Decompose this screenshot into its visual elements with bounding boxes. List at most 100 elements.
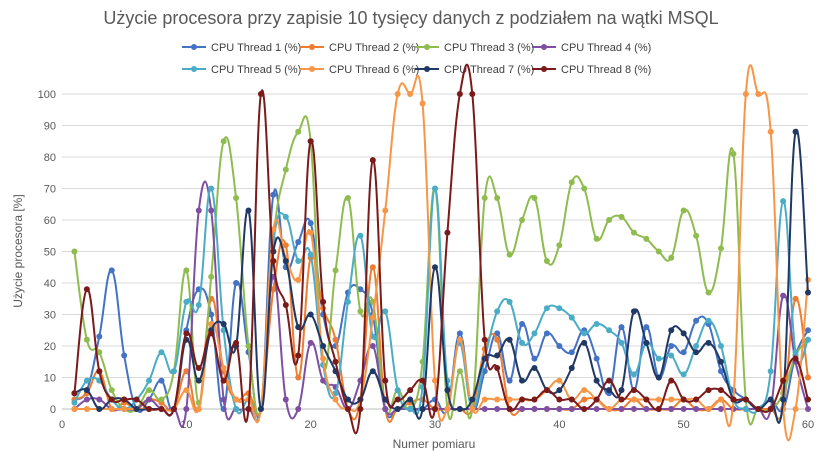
- data-point: [96, 349, 103, 356]
- data-point: [146, 406, 153, 412]
- data-point: [543, 387, 550, 394]
- data-point: [208, 185, 215, 192]
- data-point: [332, 267, 339, 274]
- data-point: [456, 330, 463, 337]
- data-point: [382, 207, 389, 214]
- data-point: [730, 396, 737, 403]
- data-point: [543, 406, 550, 412]
- series-8: [71, 63, 811, 435]
- data-point: [593, 406, 600, 412]
- data-point: [320, 343, 327, 349]
- data-point: [96, 368, 103, 375]
- data-point: [693, 343, 700, 349]
- data-point: [519, 339, 526, 346]
- data-point: [307, 251, 314, 258]
- data-point: [581, 339, 588, 346]
- data-point: [556, 406, 563, 412]
- data-point: [307, 339, 314, 346]
- legend-label: CPU Thread 8 (%): [561, 64, 651, 76]
- data-point: [183, 330, 190, 337]
- y-axis-title: Użycie procesora [%]: [11, 194, 25, 307]
- data-point: [208, 330, 215, 337]
- legend-swatch-marker: [541, 44, 547, 50]
- data-point: [146, 387, 153, 394]
- data-point: [295, 276, 302, 283]
- data-point: [506, 406, 513, 412]
- data-point: [108, 406, 115, 412]
- data-point: [618, 406, 625, 412]
- data-point: [693, 349, 700, 356]
- data-point: [432, 185, 438, 192]
- data-point: [531, 365, 538, 372]
- data-point: [630, 229, 637, 236]
- data-point: [705, 339, 712, 346]
- data-point: [133, 406, 140, 412]
- data-point: [805, 374, 811, 381]
- data-point: [717, 245, 724, 252]
- data-point: [680, 371, 687, 378]
- data-point: [519, 406, 526, 412]
- data-point: [369, 314, 376, 321]
- data-point: [195, 207, 202, 214]
- data-point: [581, 406, 588, 412]
- data-point: [543, 330, 550, 337]
- x-axis-title: Numer pomiaru: [393, 437, 476, 451]
- data-point: [344, 298, 351, 305]
- data-point: [581, 185, 588, 192]
- data-point: [543, 305, 550, 312]
- data-point: [494, 194, 501, 201]
- data-point: [519, 217, 526, 223]
- data-point: [556, 387, 563, 394]
- legend-item: CPU Thread 4 (%): [532, 42, 651, 54]
- data-point: [233, 280, 240, 286]
- data-point: [606, 406, 613, 412]
- data-point: [369, 368, 376, 375]
- data-point: [456, 91, 463, 97]
- data-point: [432, 406, 438, 412]
- data-point: [394, 406, 401, 412]
- data-point: [295, 374, 302, 381]
- data-point: [357, 286, 364, 293]
- data-point: [183, 298, 190, 305]
- data-point: [71, 248, 78, 255]
- data-point: [233, 396, 240, 403]
- data-point: [233, 194, 240, 201]
- data-point: [220, 365, 227, 372]
- y-tick-label: 10: [44, 373, 56, 385]
- data-point: [195, 377, 202, 384]
- data-point: [83, 387, 90, 394]
- data-point: [742, 406, 749, 412]
- data-point: [407, 387, 414, 394]
- legend-swatch-marker: [424, 44, 430, 50]
- data-point: [96, 406, 103, 412]
- legend-item: CPU Thread 5 (%): [182, 64, 301, 76]
- legend-item: CPU Thread 7 (%): [415, 64, 534, 76]
- y-tick-label: 60: [44, 215, 56, 227]
- data-point: [295, 257, 302, 264]
- legend-swatch-marker: [309, 66, 315, 72]
- data-point: [717, 406, 724, 412]
- legend-label: CPU Thread 6 (%): [329, 64, 419, 76]
- legend-label: CPU Thread 4 (%): [561, 42, 651, 54]
- data-point: [357, 308, 364, 315]
- data-point: [568, 179, 575, 186]
- data-point: [183, 267, 190, 274]
- data-point: [643, 235, 650, 242]
- data-point: [705, 317, 712, 324]
- data-point: [606, 377, 613, 384]
- data-point: [581, 330, 588, 337]
- data-point: [146, 377, 153, 384]
- data-point: [394, 91, 401, 97]
- y-tick-label: 50: [44, 247, 56, 259]
- data-point: [568, 314, 575, 321]
- data-point: [593, 235, 600, 242]
- data-point: [556, 305, 563, 312]
- data-point: [419, 100, 426, 107]
- legend-swatch-marker: [191, 66, 197, 72]
- data-point: [320, 298, 327, 305]
- data-point: [233, 406, 240, 412]
- data-point: [506, 336, 513, 343]
- data-point: [705, 387, 712, 394]
- data-point: [469, 406, 476, 412]
